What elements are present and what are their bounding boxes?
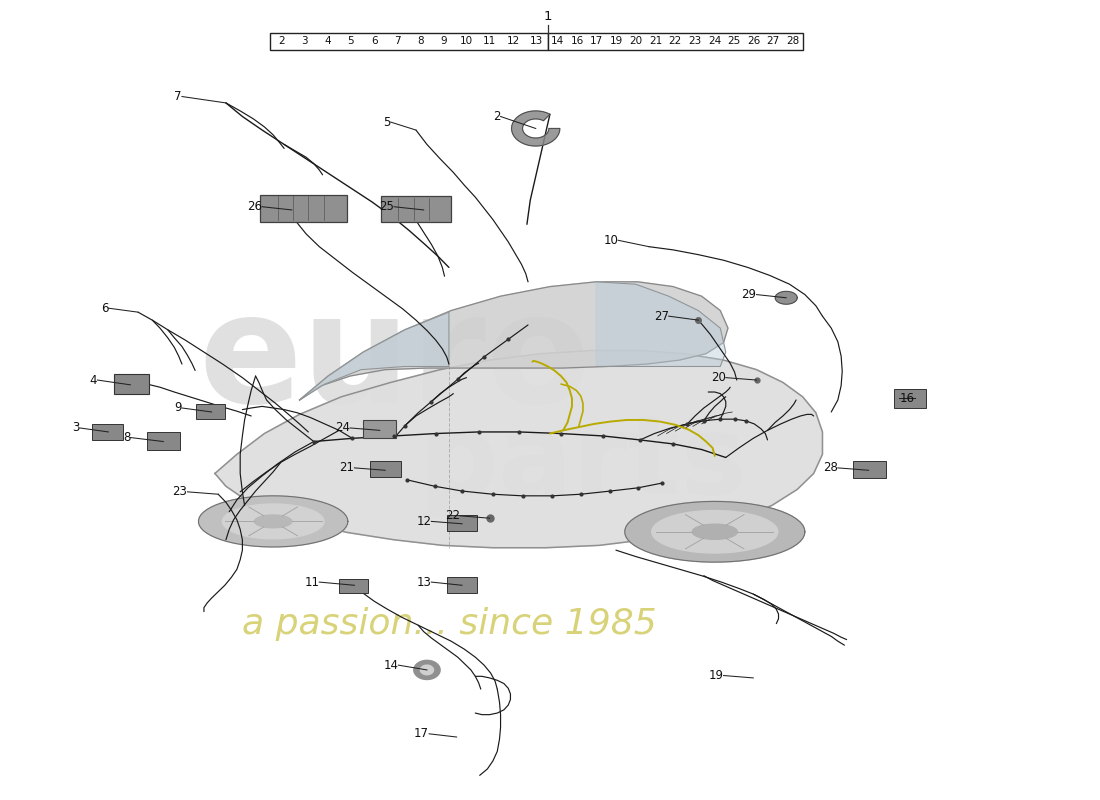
Text: 26: 26 — [248, 200, 262, 214]
Text: 24: 24 — [707, 37, 722, 46]
Polygon shape — [692, 524, 737, 539]
Text: 23: 23 — [689, 37, 702, 46]
Text: 14: 14 — [384, 658, 398, 672]
Text: 16: 16 — [571, 37, 584, 46]
Text: 27: 27 — [767, 37, 780, 46]
Polygon shape — [222, 504, 323, 538]
Text: 20: 20 — [629, 37, 642, 46]
Text: a passion... since 1985: a passion... since 1985 — [242, 606, 657, 641]
Text: 9: 9 — [440, 37, 447, 46]
Text: 14: 14 — [551, 37, 564, 46]
FancyBboxPatch shape — [447, 578, 477, 594]
Text: 7: 7 — [394, 37, 400, 46]
Text: 1: 1 — [543, 10, 552, 23]
FancyBboxPatch shape — [260, 194, 346, 222]
Text: 16: 16 — [900, 392, 915, 405]
Text: 20: 20 — [711, 371, 726, 384]
Text: 19: 19 — [708, 669, 724, 682]
Text: 29: 29 — [741, 288, 757, 301]
Text: 11: 11 — [483, 37, 496, 46]
Text: 11: 11 — [305, 575, 319, 589]
Polygon shape — [214, 350, 823, 548]
Text: 19: 19 — [609, 37, 623, 46]
Text: 4: 4 — [90, 374, 98, 386]
Text: 28: 28 — [823, 462, 838, 474]
FancyBboxPatch shape — [92, 424, 122, 440]
Text: 2: 2 — [493, 110, 500, 123]
FancyBboxPatch shape — [381, 196, 451, 222]
Polygon shape — [776, 291, 798, 304]
Text: parts: parts — [418, 410, 747, 518]
Text: 3: 3 — [73, 422, 80, 434]
Text: 7: 7 — [175, 90, 182, 103]
FancyBboxPatch shape — [854, 461, 887, 478]
Text: 17: 17 — [591, 37, 604, 46]
Text: 28: 28 — [786, 37, 800, 46]
Text: 17: 17 — [415, 727, 429, 740]
Text: 4: 4 — [324, 37, 331, 46]
Text: 23: 23 — [173, 486, 187, 498]
Text: 10: 10 — [603, 234, 618, 246]
Text: 5: 5 — [348, 37, 354, 46]
FancyBboxPatch shape — [114, 374, 148, 394]
Text: 10: 10 — [460, 37, 473, 46]
Text: 22: 22 — [669, 37, 682, 46]
FancyBboxPatch shape — [270, 33, 548, 50]
Polygon shape — [652, 510, 778, 553]
FancyBboxPatch shape — [894, 389, 926, 408]
Polygon shape — [420, 665, 433, 674]
Polygon shape — [199, 496, 348, 547]
FancyBboxPatch shape — [146, 432, 179, 450]
Text: 9: 9 — [175, 402, 182, 414]
FancyBboxPatch shape — [363, 420, 396, 438]
Text: 26: 26 — [747, 37, 760, 46]
Text: 12: 12 — [506, 37, 519, 46]
Text: 13: 13 — [417, 575, 431, 589]
FancyBboxPatch shape — [196, 404, 224, 419]
Polygon shape — [625, 502, 805, 562]
Polygon shape — [596, 282, 726, 366]
Polygon shape — [254, 515, 292, 528]
Polygon shape — [414, 660, 440, 679]
Text: 25: 25 — [727, 37, 740, 46]
Text: 6: 6 — [371, 37, 377, 46]
Text: 27: 27 — [653, 310, 669, 322]
FancyBboxPatch shape — [447, 515, 477, 531]
Text: 12: 12 — [416, 515, 431, 528]
Polygon shape — [512, 111, 560, 146]
Text: 2: 2 — [278, 37, 285, 46]
Text: 5: 5 — [383, 115, 390, 129]
Text: 21: 21 — [649, 37, 662, 46]
FancyBboxPatch shape — [370, 462, 400, 478]
Text: 24: 24 — [336, 422, 350, 434]
Text: 8: 8 — [417, 37, 424, 46]
Text: 8: 8 — [123, 431, 130, 444]
Text: 25: 25 — [379, 200, 394, 214]
Polygon shape — [299, 312, 449, 400]
Text: 22: 22 — [444, 510, 460, 522]
Text: 6: 6 — [101, 302, 109, 314]
Text: 21: 21 — [340, 462, 354, 474]
Polygon shape — [299, 282, 728, 400]
FancyBboxPatch shape — [548, 33, 803, 50]
Text: 3: 3 — [301, 37, 308, 46]
Text: 13: 13 — [529, 37, 542, 46]
FancyBboxPatch shape — [339, 579, 367, 594]
Text: euro: euro — [198, 286, 591, 434]
